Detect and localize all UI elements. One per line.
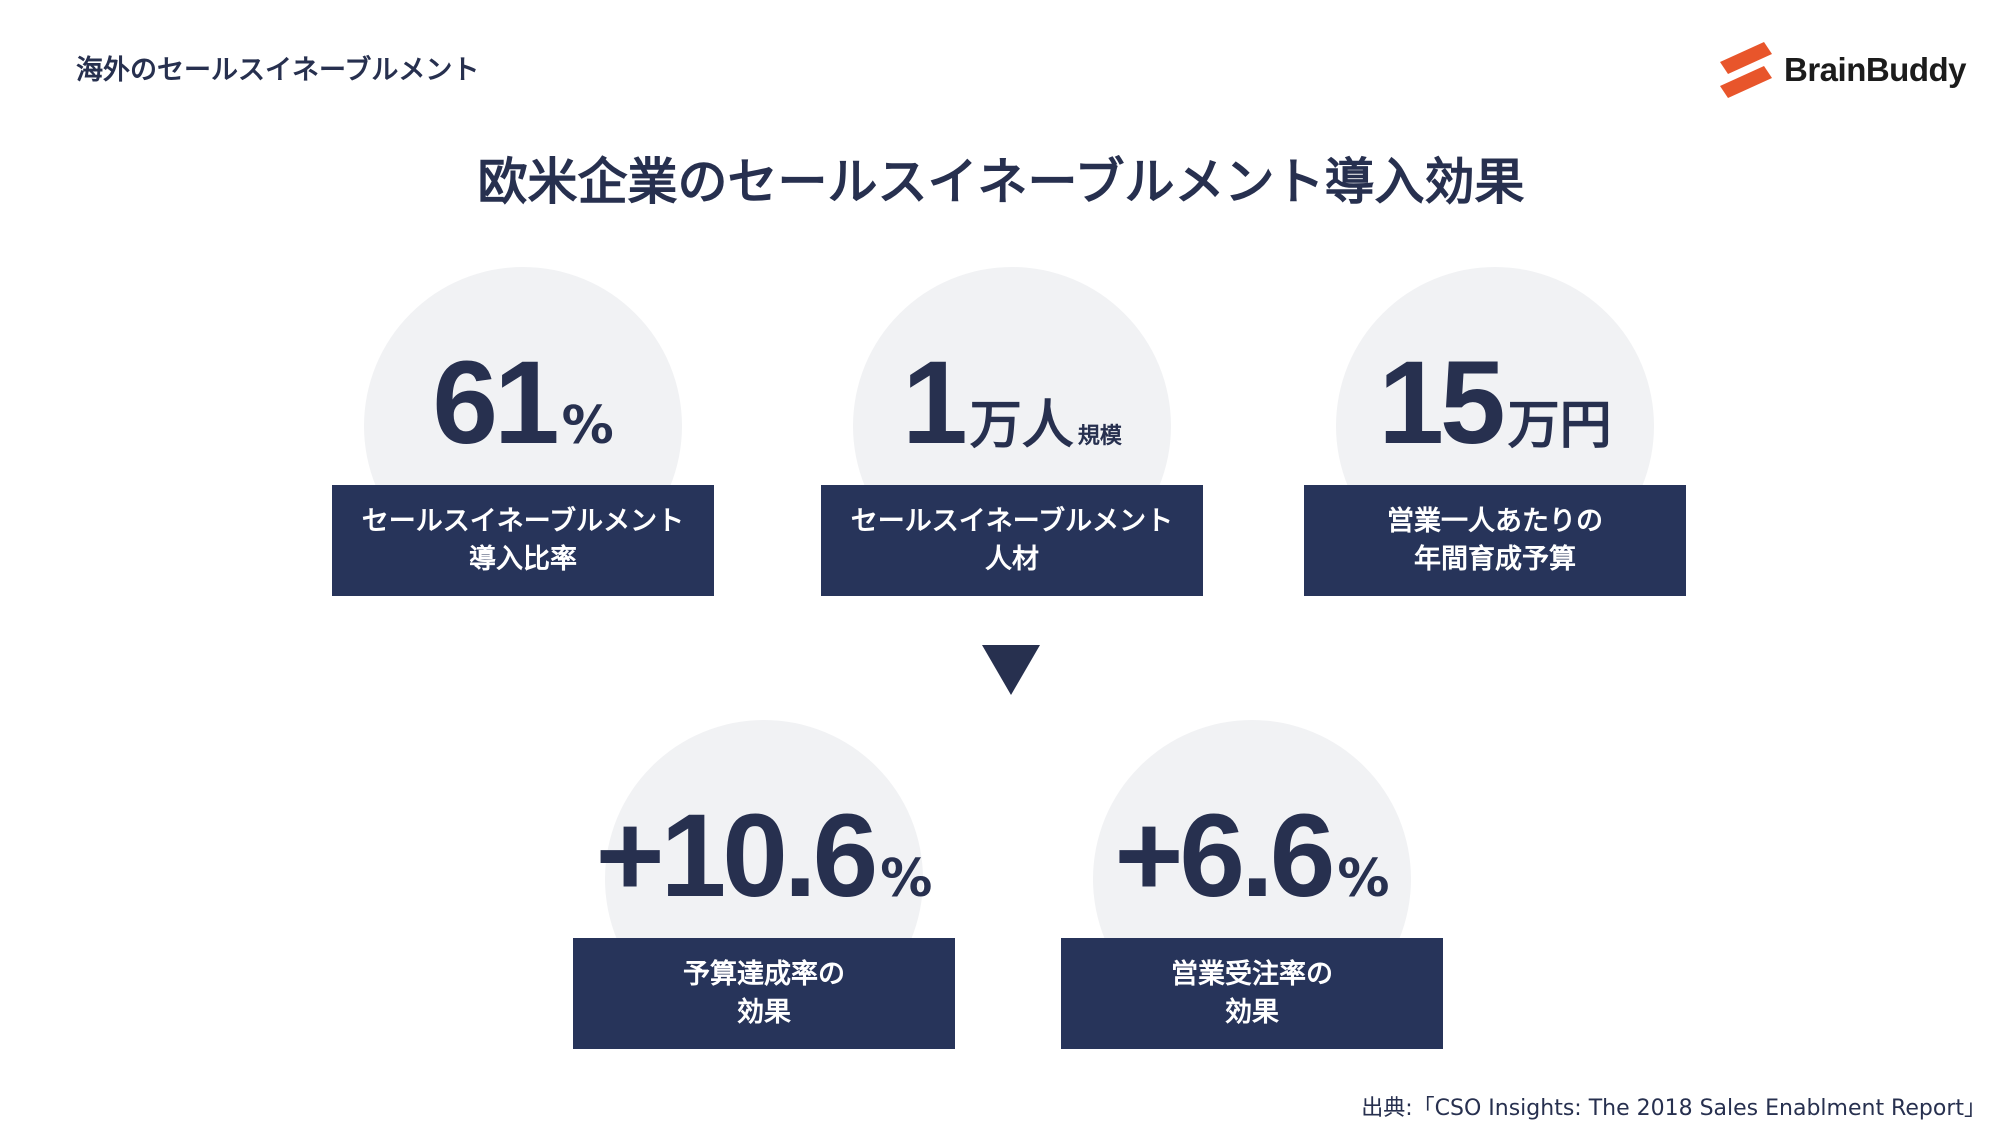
stat-label-line2: 導入比率 (468, 543, 577, 575)
stat-enablement-staff: 1 万人 規模 セールスイネーブルメント 人材 (821, 267, 1203, 597)
stat-label-line1: セールスイネーブルメント (361, 505, 685, 537)
main-title: 欧米企業のセールスイネーブルメント導入効果 (477, 153, 1525, 211)
stat-label-box: セールスイネーブルメント 導入比率 (332, 485, 714, 596)
stat-number: +6.6 (1114, 790, 1335, 922)
stat-budget-achievement: +10.6% 予算達成率の 効果 (573, 720, 955, 1050)
stat-label-line2: 効果 (737, 996, 791, 1028)
section-title: 海外のセールスイネーブルメント (76, 55, 480, 86)
stat-label-line1: 営業一人あたりの (1387, 505, 1603, 537)
stat-number: +10.6 (595, 790, 879, 922)
down-arrow-icon (982, 645, 1040, 695)
source-citation: 出典:「CSO Insights: The 2018 Sales Enablme… (1361, 1096, 1986, 1121)
stat-unit: 万人 (969, 396, 1074, 456)
stat-label-line2: 人材 (984, 543, 1039, 575)
stat-label-box: 営業受注率の 効果 (1061, 938, 1443, 1049)
stat-label-box: 営業一人あたりの 年間育成予算 (1304, 485, 1686, 596)
stat-label-box: セールスイネーブルメント 人材 (821, 485, 1203, 596)
stat-unit: 万円 (1507, 396, 1612, 456)
logo-text: BrainBuddy (1784, 51, 1967, 88)
stat-value: 15 万円 (1304, 335, 1686, 471)
stat-training-budget: 15 万円 営業一人あたりの 年間育成予算 (1304, 267, 1686, 597)
stat-label-line1: 営業受注率の (1171, 958, 1333, 990)
stat-number: 15 (1378, 337, 1505, 469)
stat-number: 61 (432, 337, 559, 469)
brainbuddy-logo-icon (1720, 42, 1772, 98)
stat-number: 1 (902, 337, 968, 469)
stat-unit: % (880, 849, 933, 909)
stat-unit: % (561, 396, 614, 456)
stat-win-rate: +6.6% 営業受注率の 効果 (1061, 720, 1443, 1050)
stat-label-box: 予算達成率の 効果 (573, 938, 955, 1049)
stat-value: 1 万人 規模 (821, 335, 1203, 471)
stat-label-line2: 効果 (1225, 996, 1279, 1028)
stat-value: +6.6% (1061, 788, 1443, 924)
stat-label-line1: セールスイネーブルメント (850, 505, 1174, 537)
stat-unit-small: 規模 (1077, 424, 1122, 449)
stat-value: 61% (332, 335, 714, 471)
stat-unit: % (1337, 849, 1390, 909)
stat-value: +10.6% (573, 788, 955, 924)
stat-label-line1: 予算達成率の (683, 958, 845, 990)
stat-adoption-rate: 61% セールスイネーブルメント 導入比率 (332, 267, 714, 597)
brand-logo: BrainBuddy (1718, 40, 1967, 100)
stat-label-line2: 年間育成予算 (1414, 543, 1576, 575)
